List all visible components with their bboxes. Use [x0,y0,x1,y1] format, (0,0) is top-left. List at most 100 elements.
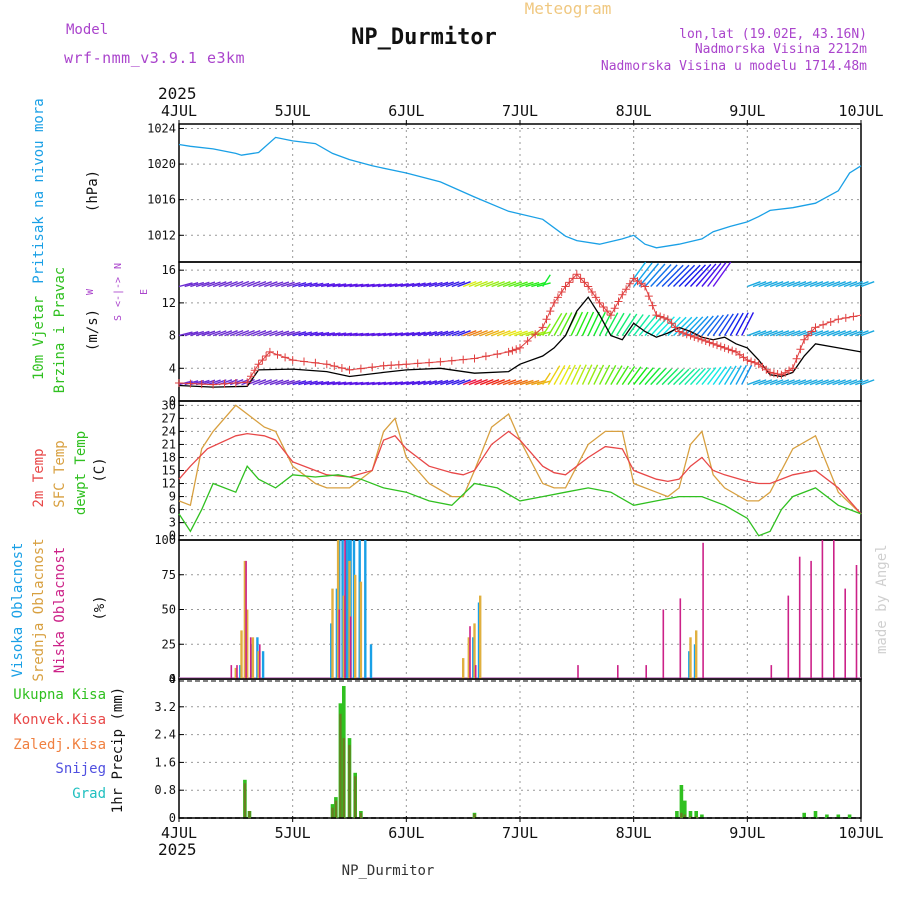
wind-barb [735,364,748,385]
panel-frame [178,678,862,819]
wind-barb [627,366,642,386]
wind-barb [372,283,387,288]
wind-barb [326,332,341,337]
cloud-low-bar [833,540,835,679]
wind-barb [581,311,595,336]
wind-barb [815,379,829,386]
y-tick-label: 0 [169,394,176,408]
gust-marker [690,333,699,341]
y-tick-label: 2.4 [154,728,176,742]
wind-barb [332,283,347,288]
gust-marker [811,323,820,332]
wind-barb [741,364,753,385]
temp-unit: (C) [92,457,108,482]
wind-barb [519,379,534,386]
wind-barb [377,381,392,386]
precip-total-bar [836,814,841,818]
wind-barb [241,280,255,288]
wind-barb [497,379,511,386]
wind-barb [712,366,727,386]
wind-barb [258,379,272,386]
lonlat-label: lon,lat (19.02E, 43.16N) [679,27,867,42]
gust-marker [656,312,665,321]
cloud-mid-bar [342,595,345,679]
y-tick-label: 12 [162,296,176,310]
wind-barb [724,313,739,336]
precip-total-bar [813,811,818,818]
wind-ylabel-main: 10m Vjetar [31,296,47,380]
wind-barb [849,281,864,288]
wind-barb [655,264,678,287]
wind-barb [445,330,460,337]
precip-total-bar [825,814,829,818]
wind-barb [695,263,717,287]
cloud-mid-bar [479,595,482,679]
gust-marker [652,311,661,320]
gust-marker [288,356,297,365]
precip-legend-frozen: Zaledj.Kisa [13,737,106,753]
gust-marker [197,380,206,389]
wind-barb [508,281,523,288]
wind-barb [417,380,432,386]
wind-barb [485,329,500,337]
wind-barb [343,332,358,337]
gust-marker [826,318,835,326]
wind-barb [360,283,375,288]
gust-marker [682,330,691,339]
wind-barb [832,330,846,337]
wind-barb [570,364,582,385]
wind-barb [218,330,233,337]
y-tick-label: 24 [162,424,176,438]
wind-barb [514,281,528,288]
y-tick-label: 30 [162,398,176,412]
wind-barb [332,332,347,337]
cloud-high-bar [261,651,265,679]
gust-marker [591,293,600,302]
wind-barb [406,380,421,386]
y-tick-label: 0.8 [154,783,176,797]
wind-barb [372,381,387,386]
wind-barb [383,283,398,288]
cloud-mid-bar [473,623,476,679]
wind-barb [394,332,409,337]
wind-barb [320,283,335,288]
gust-marker [694,334,703,343]
wind-barb [275,330,290,337]
time-label-bottom: 6JUL [388,824,424,842]
wind-barb [178,331,193,337]
wind-barb [820,379,835,386]
wind-barb [547,365,561,385]
wind-barb [360,332,375,337]
wind-barb [764,379,778,386]
year-top-label: 2025 [158,84,197,103]
gust-marker [599,303,608,311]
time-label-bottom: 8JUL [616,824,652,842]
y-tick-label: 9 [169,490,176,504]
wind-barb [559,364,571,385]
cloud-low-bar [645,665,647,679]
compass-north: N [113,263,124,269]
wind-barb [747,281,761,288]
wind-barb [752,281,767,288]
precip-conv-bar [248,811,251,818]
wind-barb [457,281,471,288]
wind-barb [451,281,466,288]
gust-marker [186,379,195,388]
wind-barb [246,280,261,288]
y-tick-label: 18 [162,450,176,464]
wind-barb [747,330,761,337]
cloud-ylabel-high: Visoka Oblacnost [10,543,26,678]
y-tick-label: 1020 [147,157,176,171]
wind-barb [855,281,869,288]
wind-barb [764,281,778,288]
compass-arrows: <-|-> [113,277,124,307]
wind-barb [775,379,790,386]
sfc-temp-line [178,404,862,515]
gust-marker [614,297,623,306]
station-footer: NP_Durmitor [342,863,435,879]
wind-barb [843,281,858,288]
wind-barb [292,380,307,386]
wind-barb [440,379,454,386]
